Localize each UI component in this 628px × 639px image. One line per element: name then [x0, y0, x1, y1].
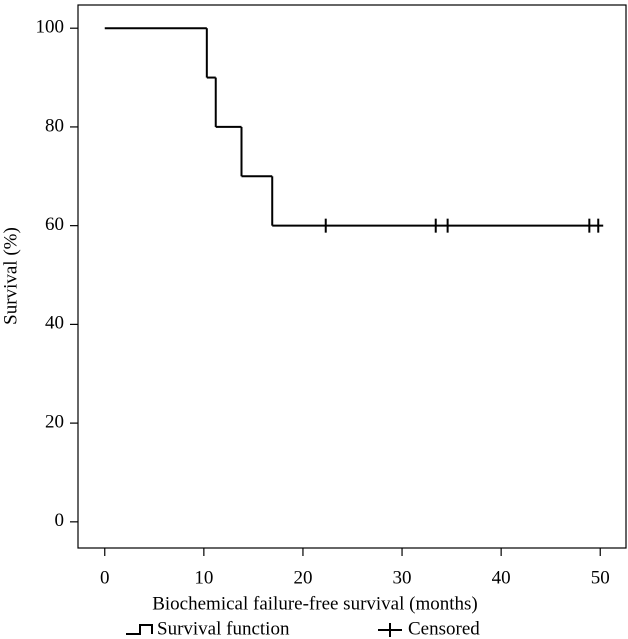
x-tick-label: 10	[194, 567, 213, 588]
y-tick-label: 0	[55, 510, 65, 531]
x-axis-label: Biochemical failure-free survival (month…	[152, 593, 478, 614]
y-axis-label: Survival (%)	[0, 227, 21, 325]
x-tick-label: 20	[293, 567, 312, 588]
legend-label: Survival function	[157, 618, 290, 639]
x-tick-label: 30	[393, 567, 412, 588]
x-tick-label: 50	[591, 567, 610, 588]
x-tick-label: 40	[492, 567, 511, 588]
plot-frame	[77, 4, 627, 549]
y-tick-label: 60	[45, 214, 64, 235]
y-tick-label: 20	[45, 411, 64, 432]
x-tick-label: 0	[100, 567, 110, 588]
y-tick-label: 100	[36, 17, 65, 38]
legend-icon-step	[126, 624, 153, 635]
y-tick-label: 80	[45, 115, 64, 136]
legend-label: Censored	[408, 618, 480, 639]
y-tick-label: 40	[45, 313, 64, 334]
